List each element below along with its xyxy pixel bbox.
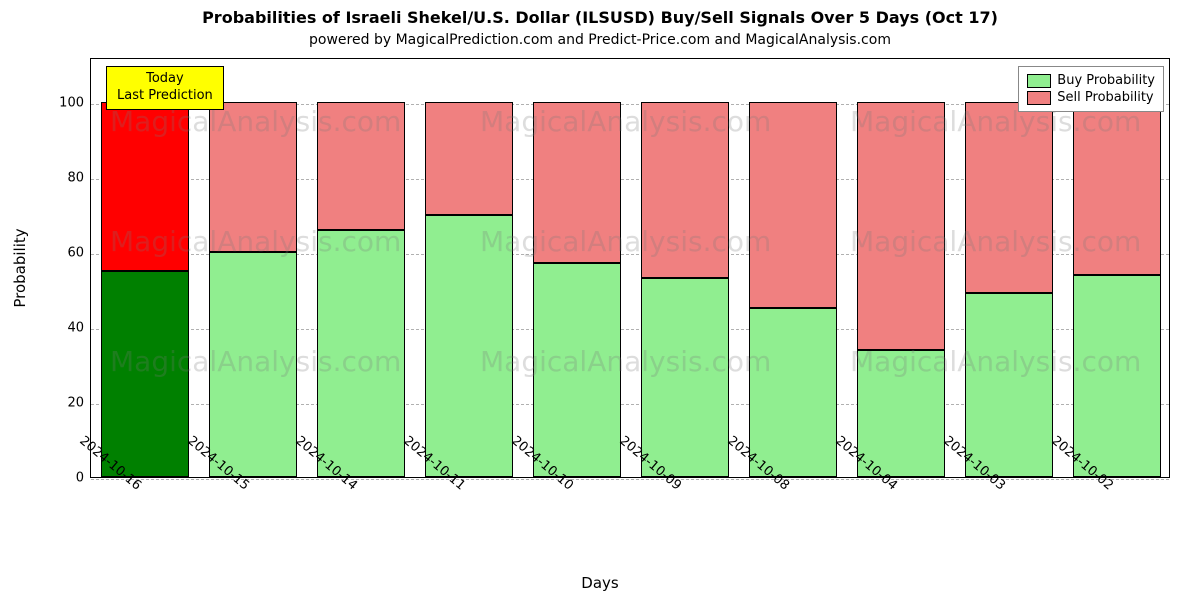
buy-bar bbox=[101, 271, 190, 477]
sell-bar bbox=[1073, 102, 1162, 275]
legend-item: Buy Probability bbox=[1027, 73, 1155, 88]
plot-area bbox=[90, 58, 1170, 478]
y-tick-label: 40 bbox=[44, 321, 84, 336]
y-axis-label: Probability bbox=[11, 228, 29, 307]
buy-bar bbox=[641, 278, 730, 477]
chart-subtitle: powered by MagicalPrediction.com and Pre… bbox=[0, 32, 1200, 48]
legend-item: Sell Probability bbox=[1027, 90, 1155, 105]
buy-bar bbox=[209, 252, 298, 477]
y-tick-label: 100 bbox=[44, 96, 84, 111]
buy-bar bbox=[965, 293, 1054, 477]
legend: Buy Probability Sell Probability bbox=[1018, 66, 1164, 112]
legend-label: Buy Probability bbox=[1057, 73, 1155, 88]
bar-group bbox=[317, 57, 406, 477]
sell-bar bbox=[533, 102, 622, 263]
bar-group bbox=[533, 57, 622, 477]
sell-bar bbox=[857, 102, 946, 350]
sell-bar bbox=[965, 102, 1054, 293]
gridline bbox=[91, 479, 1169, 480]
bar-group bbox=[101, 57, 190, 477]
legend-swatch bbox=[1027, 91, 1051, 105]
buy-bar bbox=[749, 308, 838, 477]
chart-title: Probabilities of Israeli Shekel/U.S. Dol… bbox=[0, 8, 1200, 27]
sell-bar bbox=[317, 102, 406, 230]
y-tick-label: 60 bbox=[44, 246, 84, 261]
today-annotation: Today Last Prediction bbox=[106, 66, 224, 110]
sell-bar bbox=[101, 102, 190, 271]
bar-group bbox=[1073, 57, 1162, 477]
y-tick-label: 0 bbox=[44, 471, 84, 486]
buy-bar bbox=[1073, 275, 1162, 478]
bar-group bbox=[641, 57, 730, 477]
bar-group bbox=[209, 57, 298, 477]
buy-bar bbox=[533, 263, 622, 477]
sell-bar bbox=[425, 102, 514, 215]
sell-bar bbox=[749, 102, 838, 308]
bar-group bbox=[965, 57, 1054, 477]
sell-bar bbox=[641, 102, 730, 278]
bar-group bbox=[749, 57, 838, 477]
bar-group bbox=[857, 57, 946, 477]
legend-label: Sell Probability bbox=[1057, 90, 1153, 105]
legend-swatch bbox=[1027, 74, 1051, 88]
sell-bar bbox=[209, 102, 298, 252]
x-axis-label: Days bbox=[0, 574, 1200, 592]
chart-container: Probabilities of Israeli Shekel/U.S. Dol… bbox=[0, 0, 1200, 600]
y-tick-label: 80 bbox=[44, 171, 84, 186]
bar-group bbox=[425, 57, 514, 477]
buy-bar bbox=[317, 230, 406, 478]
